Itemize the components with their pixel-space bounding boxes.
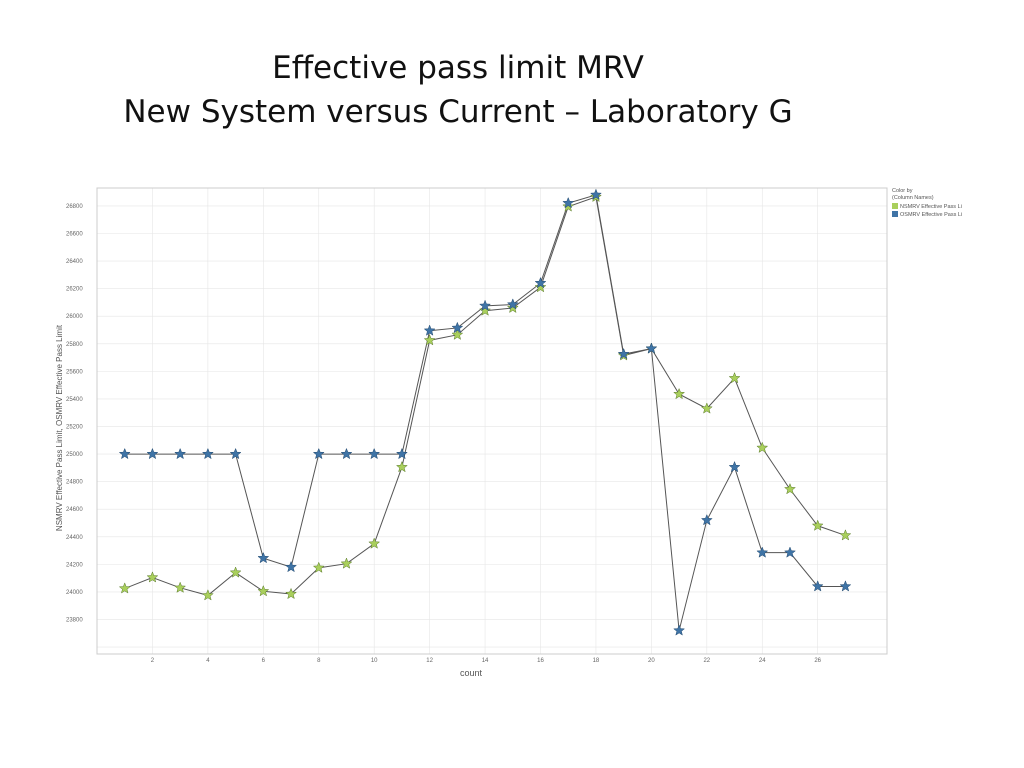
data-point-osmrv <box>285 560 298 573</box>
data-point-nsmrv <box>229 566 242 578</box>
data-point-osmrv <box>673 624 686 636</box>
x-tick-label: 12 <box>426 658 433 664</box>
data-point-osmrv <box>562 196 575 209</box>
legend-swatch-osmrv <box>892 211 898 217</box>
data-point-osmrv <box>146 447 159 460</box>
y-tick-label: 26600 <box>66 231 83 237</box>
y-tick-label: 23800 <box>66 618 83 624</box>
y-tick-label: 25600 <box>66 369 83 375</box>
data-point-nsmrv <box>479 304 492 316</box>
y-tick-label: 25000 <box>66 452 83 458</box>
legend-header: Color by <box>892 188 913 194</box>
y-tick-label: 26800 <box>66 204 83 210</box>
data-point-nsmrv <box>756 441 769 453</box>
data-point-nsmrv <box>368 537 381 549</box>
x-tick-label: 4 <box>206 658 210 664</box>
data-point-osmrv <box>395 447 408 460</box>
data-point-nsmrv <box>700 402 713 414</box>
y-tick-label: 24200 <box>66 562 83 568</box>
data-point-osmrv <box>201 447 214 460</box>
data-point-nsmrv <box>811 519 824 531</box>
data-point-nsmrv <box>257 584 270 597</box>
data-point-nsmrv <box>118 582 131 594</box>
data-point-osmrv <box>229 447 242 460</box>
x-tick-label: 2 <box>151 658 155 664</box>
data-point-osmrv <box>617 347 630 360</box>
data-point-osmrv <box>368 447 381 460</box>
data-point-osmrv <box>784 546 796 558</box>
data-point-osmrv <box>174 447 187 460</box>
data-point-nsmrv <box>451 328 464 340</box>
y-tick-label: 24000 <box>66 590 83 596</box>
title-line-2: New System versus Current – Laboratory G <box>123 94 793 130</box>
data-point-nsmrv <box>506 301 519 314</box>
legend: Color by (Column Names) NSMRV Effective … <box>892 188 962 218</box>
x-axis-title: count <box>460 668 483 678</box>
data-point-nsmrv <box>562 200 575 212</box>
data-point-nsmrv <box>312 561 325 573</box>
data-point-nsmrv <box>839 529 852 541</box>
data-point-osmrv <box>589 188 602 200</box>
axis-ticks: 23800 24000 24200 24400 24600 24800 25000 25200… <box>66 204 822 664</box>
plot-area-frame <box>96 187 888 655</box>
y-tick-label: 25400 <box>66 397 83 403</box>
data-point-nsmrv <box>174 581 187 593</box>
y-axis-title: NSMRV Effective Pass Limit, OSMRV Effect… <box>55 324 64 531</box>
data-point-osmrv <box>423 324 436 336</box>
y-tick-label: 24800 <box>66 480 83 486</box>
series-markers <box>118 188 852 636</box>
x-tick-label: 16 <box>537 658 544 664</box>
data-point-osmrv <box>728 460 741 473</box>
data-point-osmrv <box>506 298 519 310</box>
x-tick-label: 26 <box>814 658 821 664</box>
data-point-nsmrv <box>395 460 408 473</box>
data-point-osmrv <box>839 580 852 592</box>
x-tick-label: 18 <box>593 658 600 664</box>
data-point-nsmrv <box>728 371 741 384</box>
y-tick-label: 25800 <box>66 342 83 348</box>
data-point-nsmrv <box>340 557 353 569</box>
y-tick-label: 24600 <box>66 507 83 513</box>
legend-swatch-nsmrv <box>892 203 898 209</box>
x-tick-label: 22 <box>703 658 710 664</box>
legend-label-osmrv: OSMRV Effective Pass Li <box>900 212 962 218</box>
data-point-osmrv <box>534 276 547 289</box>
data-point-nsmrv <box>146 571 159 583</box>
x-tick-label: 8 <box>317 658 321 664</box>
x-tick-label: 20 <box>648 658 655 664</box>
y-tick-label: 26200 <box>66 287 83 293</box>
x-tick-label: 14 <box>482 658 489 664</box>
data-point-nsmrv <box>534 280 547 293</box>
data-point-nsmrv <box>673 387 686 400</box>
x-tick-label: 24 <box>759 658 766 664</box>
x-tick-label: 10 <box>371 658 378 664</box>
data-point-osmrv <box>645 342 658 354</box>
slide-title: Effective pass limit MRV New System vers… <box>0 46 916 134</box>
data-point-osmrv <box>340 447 353 460</box>
data-point-osmrv <box>756 546 769 558</box>
y-tick-label: 26400 <box>66 259 83 265</box>
data-point-nsmrv <box>285 587 298 600</box>
data-point-osmrv <box>312 447 325 460</box>
data-point-osmrv <box>451 321 464 334</box>
data-point-osmrv <box>118 447 131 460</box>
data-point-osmrv <box>479 299 492 311</box>
title-line-1: Effective pass limit MRV <box>272 50 644 86</box>
data-point-osmrv <box>257 551 270 564</box>
legend-subheader: (Column Names) <box>892 195 934 201</box>
data-point-osmrv <box>700 513 713 526</box>
x-tick-label: 6 <box>262 658 266 664</box>
data-point-nsmrv <box>784 482 796 495</box>
y-tick-label: 24400 <box>66 535 83 541</box>
legend-label-nsmrv: NSMRV Effective Pass Li <box>900 204 962 210</box>
data-point-nsmrv <box>423 334 436 346</box>
grid-lines <box>97 188 887 654</box>
y-tick-label: 25200 <box>66 425 83 431</box>
y-tick-label: 26000 <box>66 314 83 320</box>
data-point-nsmrv <box>201 589 214 601</box>
data-point-osmrv <box>811 580 824 592</box>
